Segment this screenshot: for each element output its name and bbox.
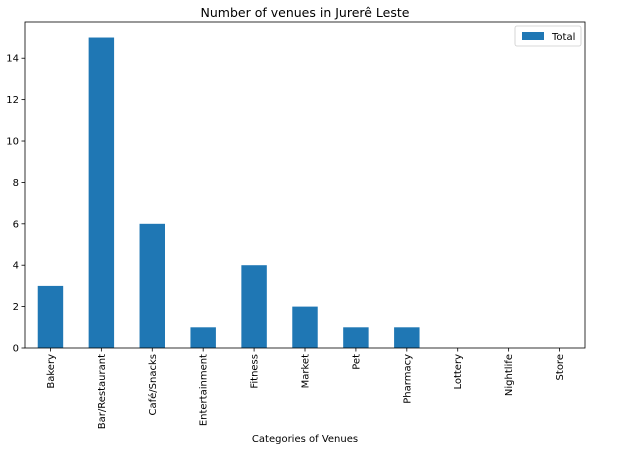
y-tick-label: 14 <box>6 54 19 65</box>
legend: Total <box>514 25 582 47</box>
x-tick-label: Bar/Restaurant <box>97 354 108 429</box>
y-tick-label: 0 <box>13 344 19 355</box>
bars-group <box>37 37 420 349</box>
y-tick-label: 4 <box>13 261 19 272</box>
x-tick-label: Bakery <box>46 354 57 389</box>
y-tick-label: 8 <box>13 178 19 189</box>
x-tick-label: Pet <box>351 354 362 370</box>
bar-entertainment <box>190 327 216 348</box>
x-axis: Bakery Bar/Restaurant Café/Snacks Entertain… <box>46 348 566 429</box>
bar-bar-restaurant <box>88 37 115 349</box>
x-tick-label: Lottery <box>453 354 464 390</box>
y-tick-label: 10 <box>6 137 19 148</box>
bar-bakery <box>37 285 64 348</box>
y-tick-label: 6 <box>13 219 19 230</box>
chart-title: Number of venues in Jurerê Leste <box>201 5 410 20</box>
x-axis-label: Categories of Venues <box>252 434 358 445</box>
legend-swatch <box>522 32 544 40</box>
legend-box <box>514 25 582 47</box>
x-tick-label: Entertainment <box>199 354 210 426</box>
y-tick-label: 12 <box>6 95 19 106</box>
bar-pharmacy <box>394 327 420 348</box>
x-tick-label: Fitness <box>250 354 261 389</box>
y-axis: 0 2 4 6 8 10 12 14 <box>6 54 25 355</box>
bar-fitness <box>241 265 267 348</box>
x-tick-label: Nightlife <box>504 354 515 396</box>
x-tick-label: Market <box>301 354 312 388</box>
legend-label: Total <box>551 32 575 43</box>
x-tick-label: Store <box>555 354 566 380</box>
bar-market <box>292 306 318 348</box>
bar-pet <box>343 327 369 348</box>
y-tick-label: 2 <box>13 302 19 313</box>
bar-caf-snacks <box>139 223 165 348</box>
x-tick-label: Pharmacy <box>402 354 413 404</box>
x-tick-label: Café/Snacks <box>147 354 159 415</box>
